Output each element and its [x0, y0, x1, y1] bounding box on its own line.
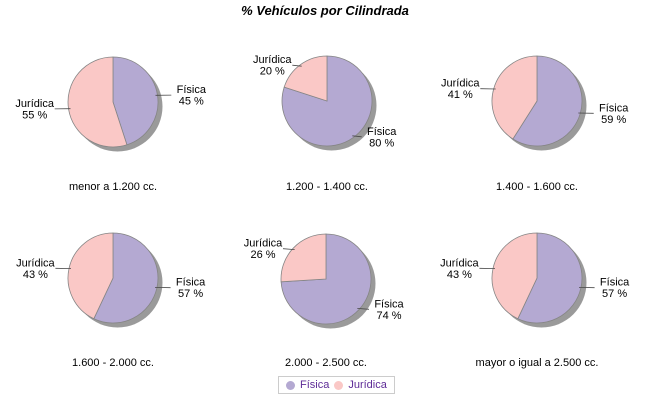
slice-label-value-juridica: 41 % [448, 89, 473, 101]
slice-label-value-juridica: 55 % [22, 109, 47, 121]
pie-slice-juridica [280, 233, 327, 283]
slice-label-value-fisica: 80 % [369, 137, 394, 149]
slice-label-name-juridica: Jurídica [253, 54, 292, 66]
slice-label-value-juridica: 26 % [250, 249, 275, 261]
pie-slice-juridica [491, 55, 538, 140]
legend-swatch-juridica-icon [334, 380, 344, 390]
slice-label-name-juridica: Jurídica [441, 78, 480, 90]
pie-caption: menor a 1.200 cc. [69, 181, 157, 193]
pie-caption: 1.600 - 2.000 cc. [72, 357, 154, 369]
pie-slice-fisica [512, 55, 583, 147]
label-leader-line [282, 248, 295, 250]
slice-label-value-fisica: 57 % [602, 288, 627, 300]
slice-label-value-fisica: 59 % [601, 114, 626, 126]
slice-label-value-fisica: 74 % [376, 310, 401, 322]
slice-label-value-fisica: 57 % [178, 288, 203, 300]
slice-label-value-juridica: 20 % [260, 66, 285, 78]
label-leader-line [292, 64, 302, 67]
pie-caption: 2.000 - 2.500 cc. [285, 357, 367, 369]
slice-label-value-fisica: 45 % [179, 96, 204, 108]
slice-label-name-fisica: Física [600, 277, 630, 289]
slice-label-name-fisica: Física [177, 84, 207, 96]
slice-label-name-fisica: Física [374, 298, 404, 310]
label-leader-line [357, 308, 370, 310]
slice-label-name-fisica: Física [367, 126, 397, 138]
chart-title: % Vehículos por Cilindrada [241, 3, 409, 18]
legend-swatch-fisica-icon [286, 380, 295, 390]
legend: Física Jurídica [278, 376, 395, 394]
pie-caption: mayor o igual a 2.500 cc. [476, 357, 599, 369]
label-leader-line [352, 135, 362, 138]
slice-label-name-fisica: Física [176, 277, 206, 289]
slice-label-name-juridica: Jurídica [16, 257, 55, 269]
slice-label-value-juridica: 43 % [23, 269, 48, 281]
slice-label-name-fisica: Física [599, 102, 629, 114]
pie-slice-juridica [283, 55, 328, 102]
slice-label-value-juridica: 43 % [447, 269, 472, 281]
pie-caption: 1.400 - 1.600 cc. [496, 181, 578, 193]
pie-caption: 1.200 - 1.400 cc. [286, 181, 368, 193]
slice-label-name-juridica: Jurídica [440, 257, 479, 269]
legend-label-fisica: Física [300, 379, 330, 391]
slice-label-name-juridica: Jurídica [15, 98, 54, 110]
slice-label-name-juridica: Jurídica [244, 238, 283, 250]
legend-label-juridica: Jurídica [348, 379, 387, 391]
